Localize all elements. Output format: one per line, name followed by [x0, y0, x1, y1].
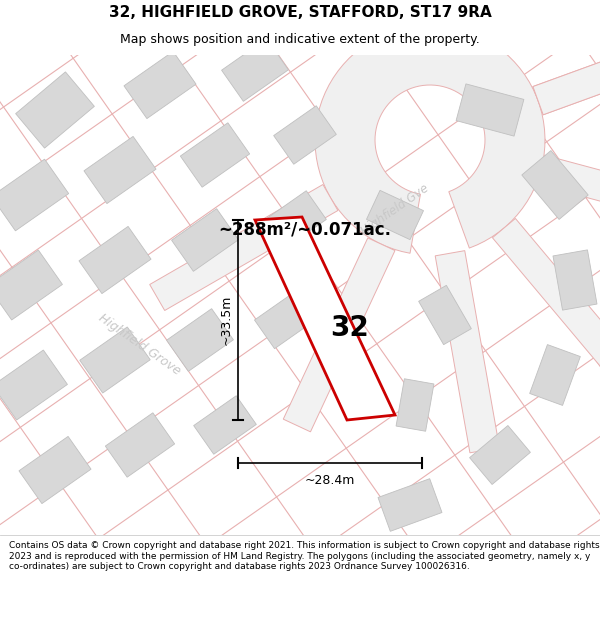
Polygon shape — [194, 396, 256, 454]
Polygon shape — [553, 250, 597, 310]
Text: ~33.5m: ~33.5m — [220, 295, 233, 345]
Polygon shape — [167, 309, 233, 371]
Polygon shape — [456, 84, 524, 136]
Text: Map shows position and indicative extent of the property.: Map shows position and indicative extent… — [120, 33, 480, 46]
Polygon shape — [80, 327, 150, 393]
Polygon shape — [367, 191, 424, 239]
Polygon shape — [530, 344, 580, 406]
Polygon shape — [79, 226, 151, 294]
Polygon shape — [0, 159, 68, 231]
Polygon shape — [378, 479, 442, 531]
Text: Highfield Grove: Highfield Grove — [97, 312, 184, 378]
Polygon shape — [283, 238, 395, 432]
Polygon shape — [533, 25, 600, 115]
Polygon shape — [537, 155, 600, 236]
Polygon shape — [533, 25, 600, 115]
Polygon shape — [150, 184, 338, 311]
Text: 32, HIGHFIELD GROVE, STAFFORD, ST17 9RA: 32, HIGHFIELD GROVE, STAFFORD, ST17 9RA — [109, 4, 491, 19]
Polygon shape — [522, 151, 588, 219]
Polygon shape — [315, 25, 545, 253]
Polygon shape — [274, 106, 337, 164]
Polygon shape — [221, 39, 289, 101]
Text: Contains OS data © Crown copyright and database right 2021. This information is : Contains OS data © Crown copyright and d… — [9, 541, 599, 571]
Polygon shape — [16, 72, 94, 148]
Polygon shape — [493, 219, 600, 391]
Polygon shape — [255, 217, 395, 420]
Polygon shape — [181, 122, 250, 188]
Text: ~28.4m: ~28.4m — [305, 474, 355, 488]
Polygon shape — [470, 426, 530, 484]
Polygon shape — [124, 51, 196, 119]
Polygon shape — [263, 191, 326, 249]
Polygon shape — [396, 379, 434, 431]
Polygon shape — [0, 250, 62, 320]
Polygon shape — [419, 286, 472, 344]
Polygon shape — [0, 350, 67, 420]
Polygon shape — [19, 436, 91, 504]
Text: ~288m²/~0.071ac.: ~288m²/~0.071ac. — [218, 221, 392, 239]
Text: Highfield Gve: Highfield Gve — [359, 182, 431, 238]
Polygon shape — [172, 209, 238, 271]
Polygon shape — [84, 136, 156, 204]
Polygon shape — [106, 412, 175, 478]
Text: 32: 32 — [331, 314, 369, 342]
Polygon shape — [435, 251, 499, 453]
Polygon shape — [254, 291, 316, 349]
